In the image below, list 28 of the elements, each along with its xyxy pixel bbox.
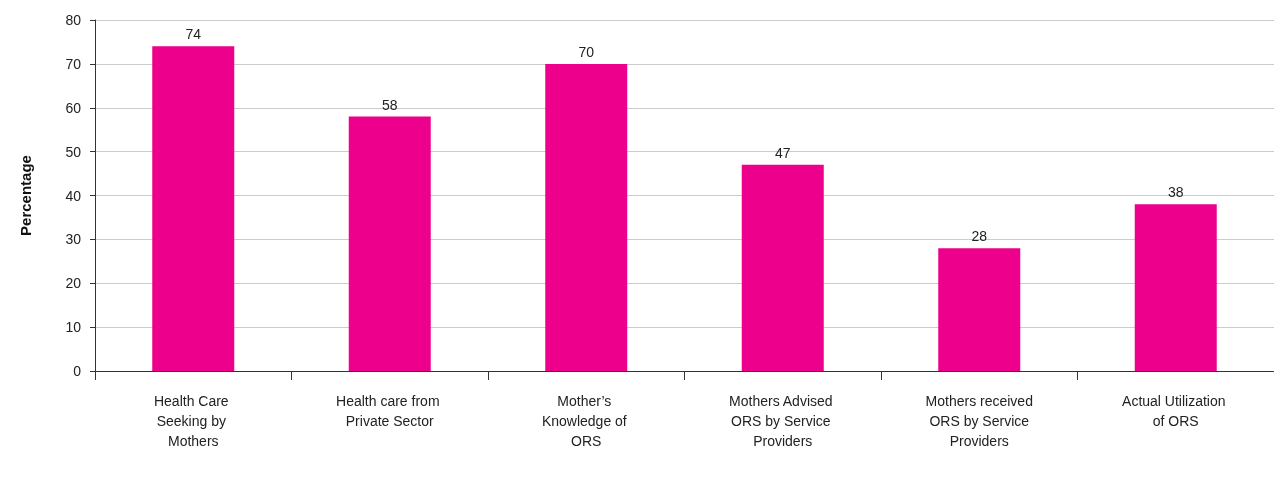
x-tick-label: Actual Utilization of ORS bbox=[1122, 393, 1230, 429]
data-label: 47 bbox=[774, 144, 791, 161]
y-tick-label: 20 bbox=[65, 275, 82, 292]
y-tick-label: 40 bbox=[65, 187, 82, 204]
data-label: 38 bbox=[1167, 184, 1184, 201]
data-label: 74 bbox=[185, 26, 202, 43]
y-tick-label: 10 bbox=[65, 319, 82, 336]
y-tick-label: 80 bbox=[65, 12, 82, 28]
data-label: 70 bbox=[578, 43, 595, 60]
x-tick-label: Mothers received ORS by Service Providers bbox=[925, 393, 1033, 449]
bar bbox=[348, 116, 431, 371]
bar bbox=[741, 164, 824, 371]
x-tick-label: Health care from Private Sector bbox=[336, 393, 444, 429]
bar bbox=[938, 248, 1021, 371]
y-tick-label: 0 bbox=[73, 363, 82, 379]
x-tick-label: Health Care Seeking by Mothers bbox=[153, 393, 233, 449]
data-label: 58 bbox=[381, 96, 398, 113]
y-tick-label: 30 bbox=[65, 231, 82, 248]
x-tick-label: Mother’s Knowledge of ORS bbox=[541, 393, 631, 449]
y-tick-label: 50 bbox=[65, 143, 82, 160]
bar bbox=[1134, 204, 1217, 371]
y-axis-title: Percentage bbox=[17, 155, 34, 236]
bar bbox=[545, 63, 628, 371]
y-tick-label: 60 bbox=[65, 99, 82, 116]
y-tick-label: 70 bbox=[65, 55, 82, 72]
x-tick-label: Mothers Advised ORS by Service Providers bbox=[729, 393, 837, 449]
data-label: 28 bbox=[971, 228, 988, 245]
bar bbox=[152, 46, 235, 371]
